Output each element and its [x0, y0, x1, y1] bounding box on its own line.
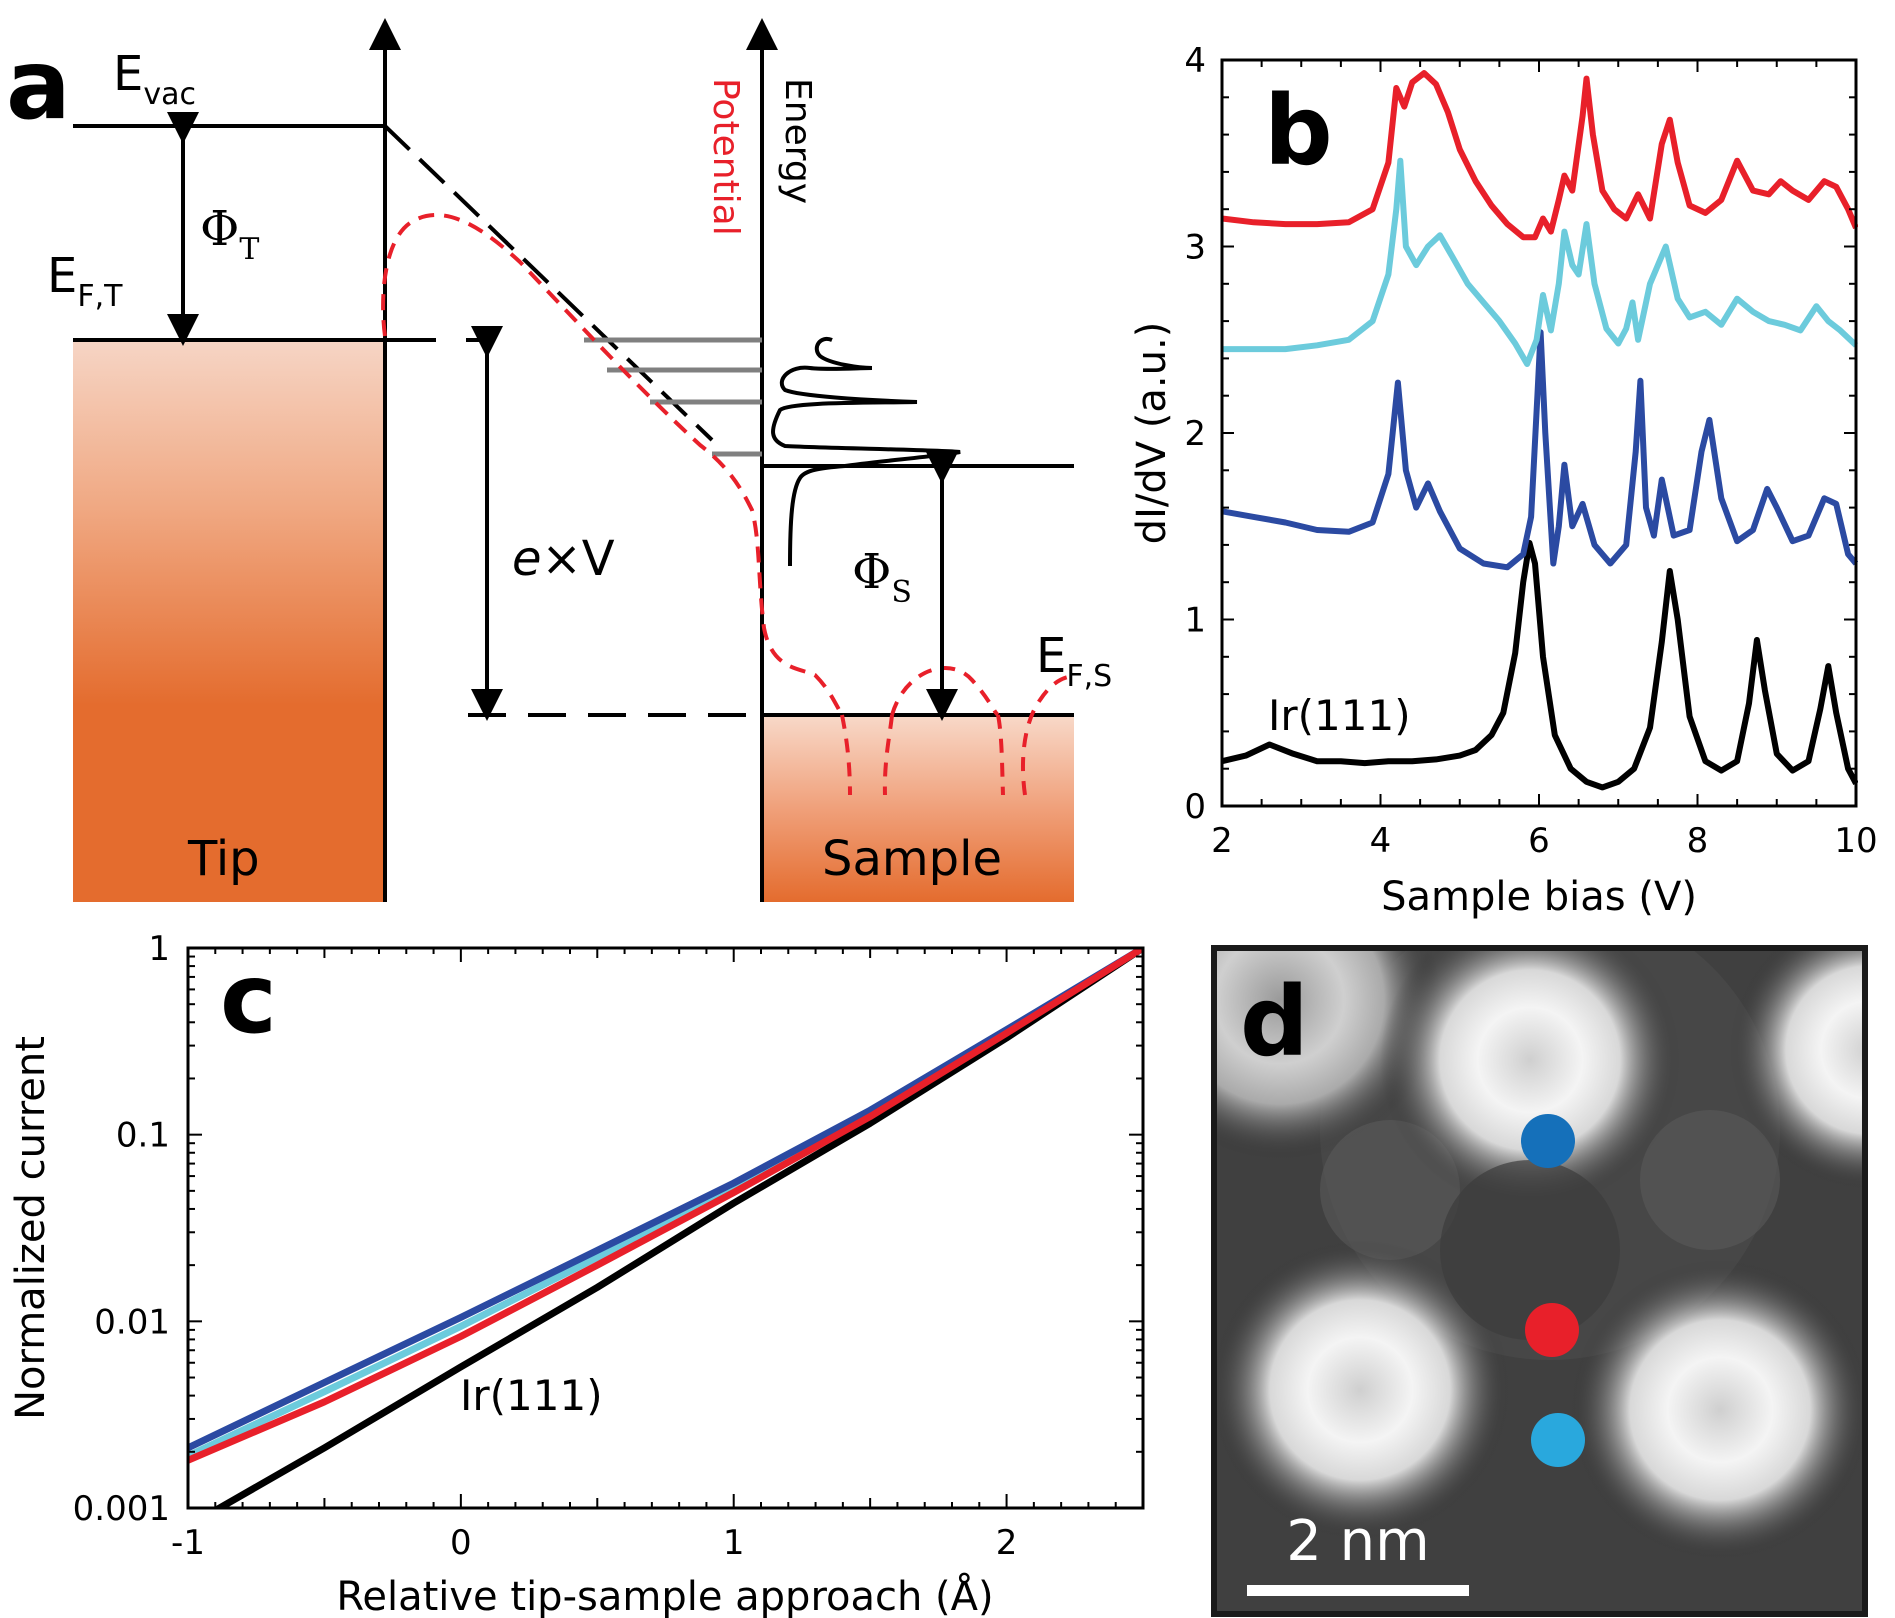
ef-tip-label: EF,T: [47, 248, 123, 314]
panel-a-letter: a: [6, 29, 71, 141]
panel-b-series-red: [1221, 70, 1858, 241]
sample-block: [762, 715, 1074, 902]
stm-blob: [1730, 948, 1865, 1190]
panel-c-y-tick-label: 0.01: [94, 1302, 170, 1342]
marker-light-blue: [1531, 1413, 1585, 1467]
tip-block: [73, 340, 385, 902]
panel-c-y-axis-title: Normalized current: [8, 1036, 54, 1420]
stm-blob: [1380, 948, 1680, 1210]
panel-b-ticks: 2 4 6 8 10 0 1 2 3 4: [1184, 41, 1877, 861]
panel-b-series-group: [1221, 70, 1858, 791]
panel-c-y-tick-label: 0.001: [73, 1489, 170, 1529]
panel-c-x-axis-title: Relative tip-sample approach (Å): [336, 1572, 993, 1618]
vacuum-slope-line: [383, 124, 714, 442]
panel-b-x-tick-label: 8: [1687, 821, 1709, 861]
panel-c-ticks: -1 0 1 2 0.001 0.01 0.1 1: [73, 929, 1144, 1563]
sample-label: Sample: [822, 831, 1002, 887]
panel-b-x-tick-label: 10: [1834, 821, 1877, 861]
potential-label: Potential: [705, 78, 746, 236]
scale-bar-label: 2 nm: [1286, 1509, 1429, 1574]
potential-curve: [381, 213, 844, 717]
potential-dip-2: [882, 714, 894, 796]
potential-bump-2: [1020, 674, 1077, 796]
panel-c-series-group: [188, 948, 1143, 1508]
panel-b-y-axis-title: dI/dV (a.u.): [1129, 322, 1175, 545]
panel-b-ir111-label: Ir(111): [1268, 691, 1411, 740]
panel-c-frame: [186, 946, 1145, 1510]
panel-c-x-tick-label: 2: [996, 1523, 1018, 1563]
panel-b-x-tick-label: 4: [1370, 821, 1392, 861]
ef-sample-label: EF,S: [1036, 628, 1112, 694]
scale-bar: [1247, 1585, 1469, 1596]
panel-b-y-tick-label: 3: [1184, 228, 1206, 268]
resonance-spectrum-curve: [771, 336, 961, 567]
phi-s-label: ΦS: [852, 544, 912, 610]
panel-b-x-tick-label: 2: [1211, 821, 1233, 861]
marker-red: [1525, 1303, 1579, 1357]
panel-b-x-axis-title: Sample bias (V): [1381, 874, 1697, 920]
panel-c-series-blue: [188, 948, 1143, 1452]
panel-b-series-ir-111-: [1221, 540, 1858, 791]
panel-b-y-tick-label: 4: [1184, 41, 1206, 81]
panel-d-letter: d: [1240, 966, 1309, 1078]
panel-c-series-ir-111-: [212, 948, 1143, 1508]
potential-dip-3: [996, 714, 1005, 796]
panel-c-letter: c: [220, 943, 277, 1055]
panel-c-y-tick-label: 1: [148, 929, 170, 969]
panel-b-chart: 2 4 6 8 10 0 1 2 3 4 b Ir(111) Sample bias (V) dI…: [1129, 41, 1878, 920]
stm-blob: [1214, 1240, 1510, 1540]
energy-axis-label: Energy: [777, 78, 818, 204]
exv-label: e×V: [512, 531, 615, 587]
phi-t-label: ΦT: [200, 201, 259, 267]
panel-d-frame: [1211, 945, 1868, 1617]
panel-b-letter: b: [1264, 75, 1333, 187]
potential-dip-1: [840, 714, 852, 796]
panel-c-x-tick-label: -1: [171, 1523, 205, 1563]
panel-c-series-red: [188, 948, 1143, 1464]
panel-b-y-tick-label: 0: [1184, 787, 1206, 827]
panel-b-x-tick-label: 6: [1528, 821, 1550, 861]
evac-label: Evac: [113, 46, 196, 112]
stm-blob: [1214, 948, 1440, 1160]
panel-c-x-tick-label: 0: [450, 1523, 472, 1563]
panel-c-x-tick-label: 1: [723, 1523, 745, 1563]
panel-b-y-tick-label: 1: [1184, 601, 1206, 641]
panel-c-chart: -1 0 1 2 0.001 0.01 0.1 1 c Ir(111) Relative ti…: [8, 929, 1145, 1618]
panel-c-y-tick-label: 0.1: [116, 1116, 170, 1156]
potential-bump: [890, 665, 1000, 717]
panel-b-series-blue: [1221, 329, 1858, 571]
marker-dark-blue: [1521, 1114, 1575, 1168]
tip-label: Tip: [187, 831, 260, 887]
panel-b-y-tick-label: 2: [1184, 414, 1206, 454]
resonance-levels: [584, 337, 762, 457]
panel-c-ir111-label: Ir(111): [460, 1371, 603, 1420]
panel-d-stm-image: d 2 nm: [1211, 945, 1868, 1617]
panel-a-energy-diagram: a: [6, 18, 1112, 902]
panel-b-series-cyan: [1222, 157, 1858, 367]
stm-blob: [1570, 1260, 1865, 1560]
